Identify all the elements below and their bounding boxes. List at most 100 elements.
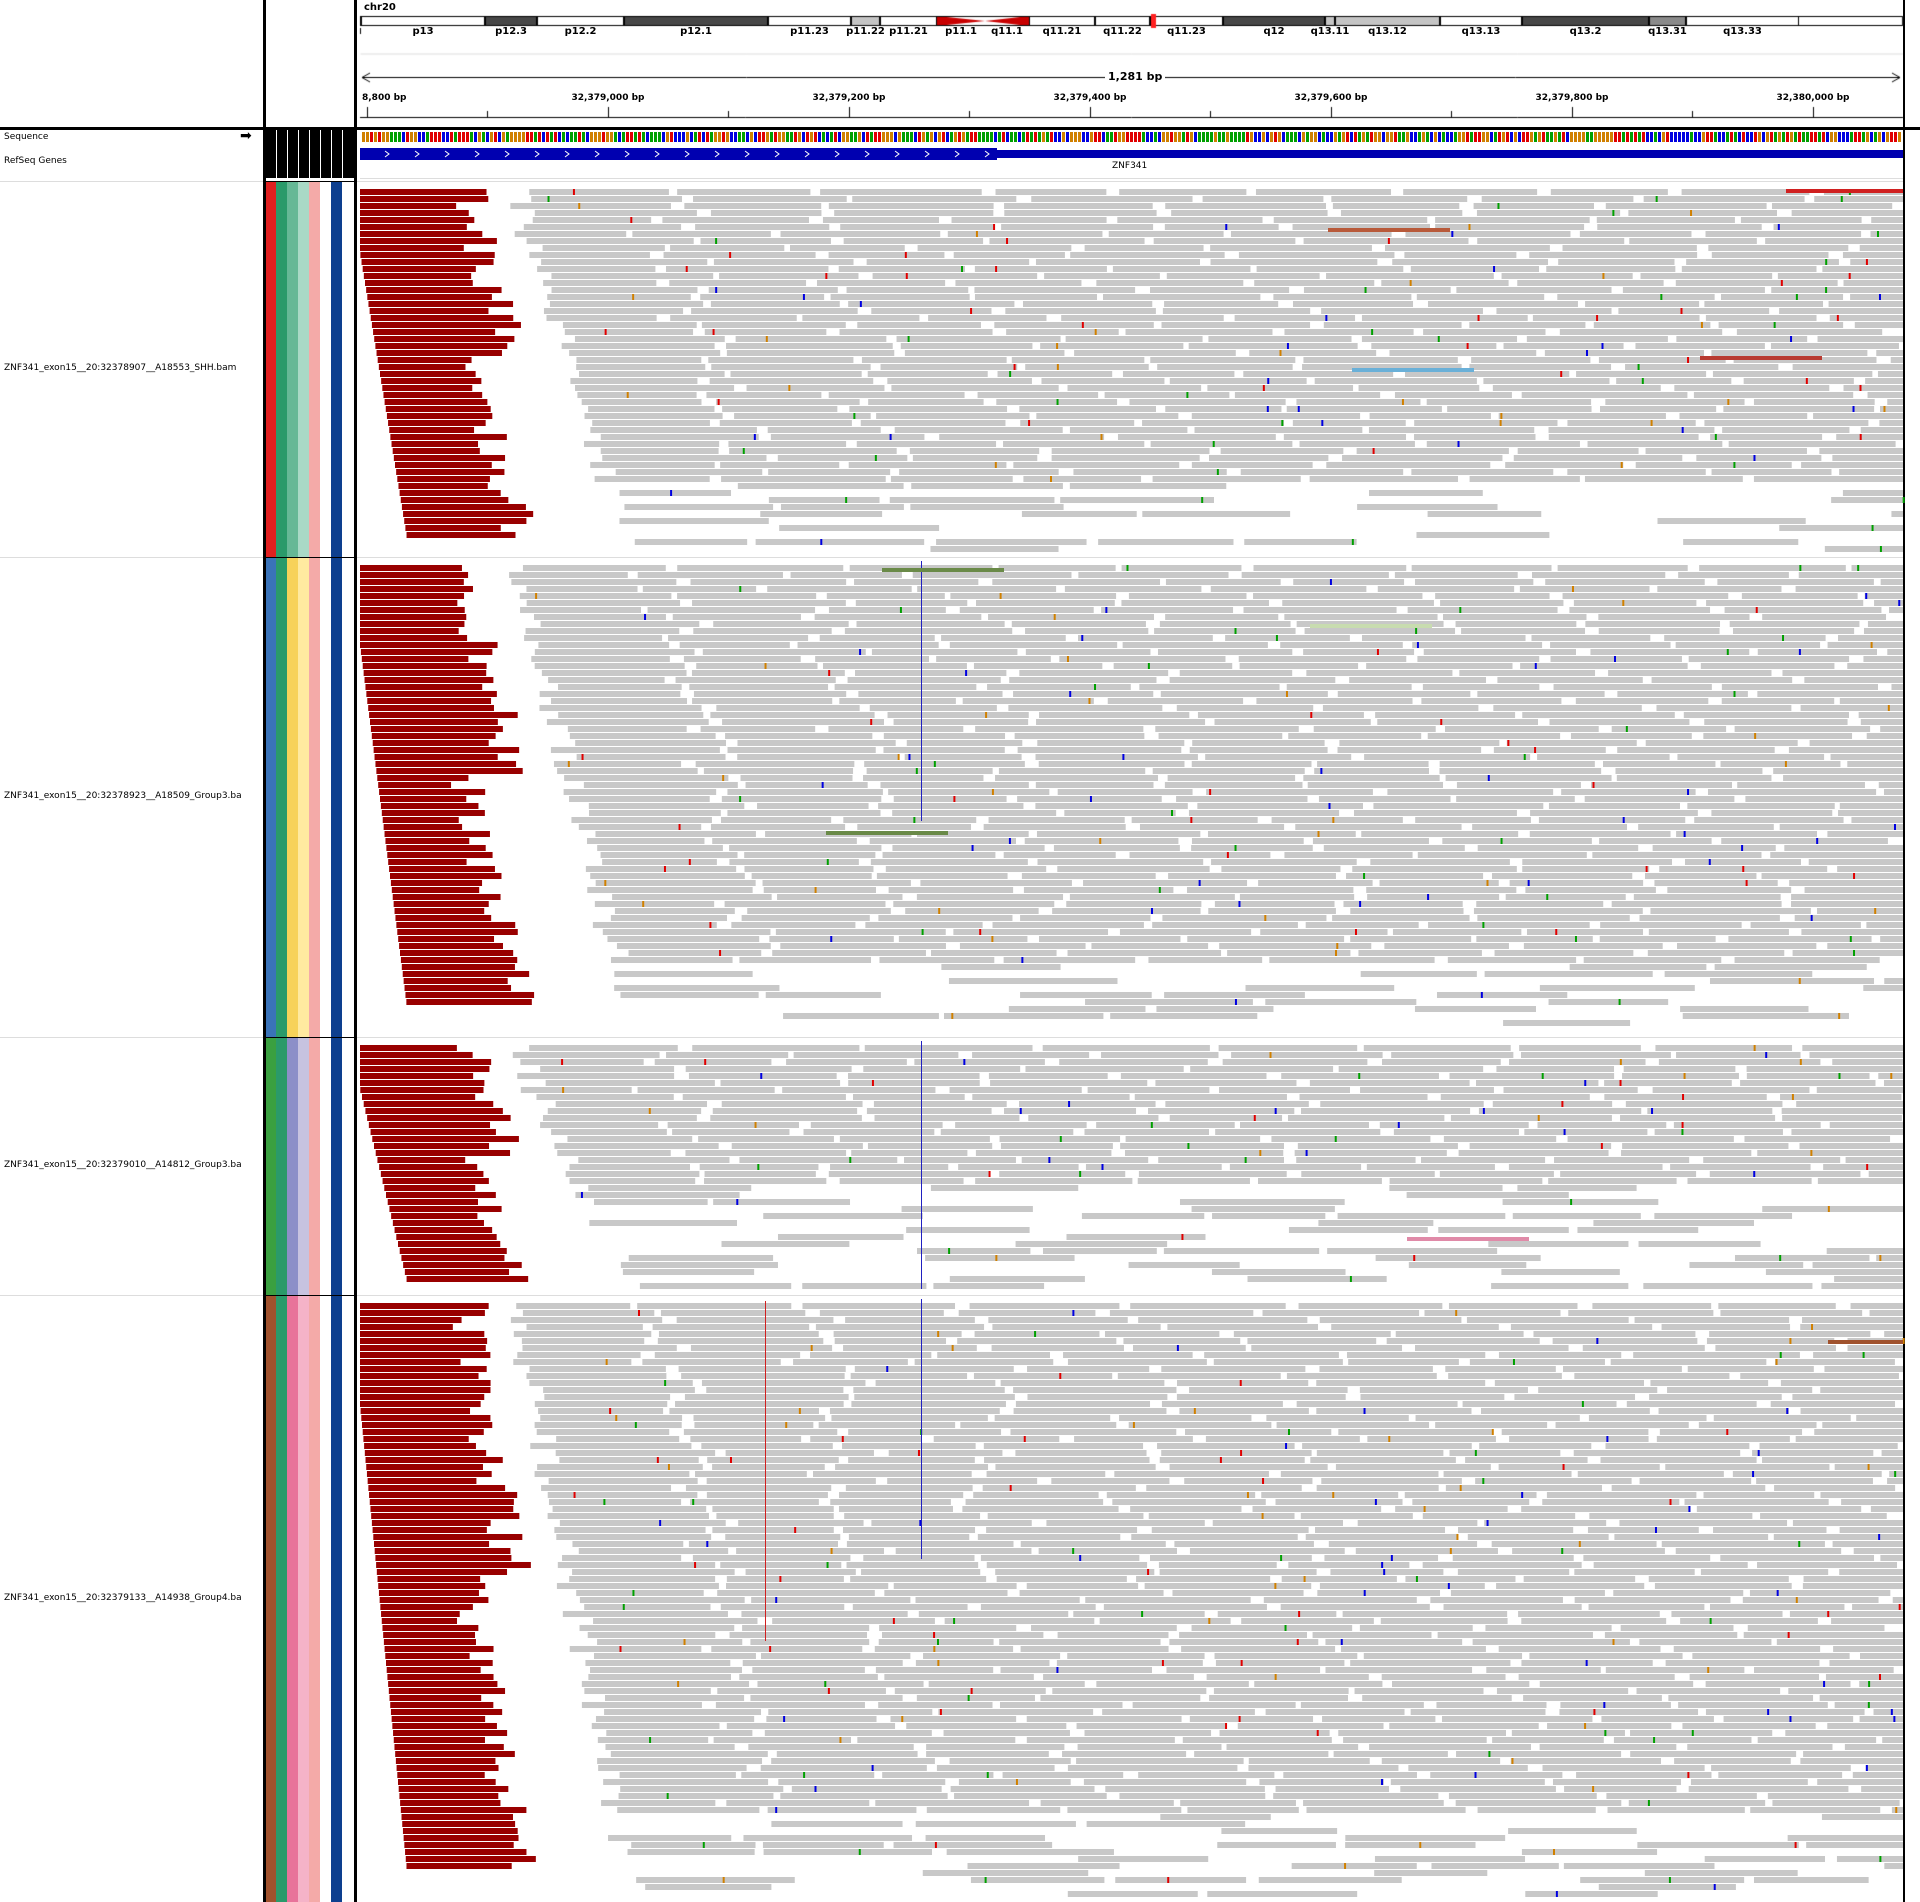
read-alignment[interactable] <box>1521 1506 1691 1512</box>
read-alignment[interactable] <box>863 1555 975 1561</box>
read-alignment[interactable] <box>735 336 887 342</box>
read-alignment[interactable] <box>1338 1429 1492 1435</box>
read-alignment[interactable] <box>711 1646 863 1652</box>
read-alignment[interactable] <box>1296 1401 1458 1407</box>
read-alignment[interactable] <box>1510 1758 1661 1764</box>
read-alignment[interactable] <box>1674 385 1830 391</box>
read-alignment[interactable] <box>741 915 870 921</box>
read-alignment[interactable] <box>1762 614 1887 620</box>
read-alignment[interactable] <box>559 1520 726 1526</box>
read-alignment[interactable] <box>1337 747 1482 753</box>
read-alignment[interactable] <box>1639 1478 1752 1484</box>
read-alignment[interactable] <box>1309 476 1459 482</box>
read-alignment[interactable] <box>1523 943 1663 949</box>
read-alignment[interactable] <box>561 343 715 349</box>
read-alignment[interactable] <box>834 210 994 216</box>
read-alignment[interactable] <box>1664 971 1813 977</box>
read-alignment[interactable] <box>1774 1359 1895 1365</box>
read-alignment[interactable] <box>1172 1590 1304 1596</box>
read-alignment[interactable] <box>955 280 1082 286</box>
read-alignment[interactable] <box>737 754 898 760</box>
read-alignment[interactable] <box>1634 1317 1790 1323</box>
read-alignment[interactable] <box>1119 189 1247 195</box>
read-alignment[interactable] <box>1362 1695 1512 1701</box>
read-alignment[interactable] <box>1138 1772 1275 1778</box>
read-alignment[interactable] <box>1717 579 1874 585</box>
read-alignment[interactable] <box>1598 614 1750 620</box>
read-alignment[interactable] <box>1355 1548 1498 1554</box>
read-alignment[interactable] <box>543 308 684 314</box>
read-alignment[interactable] <box>1737 782 1865 788</box>
read-alignment[interactable] <box>1600 406 1717 412</box>
read-alignment[interactable] <box>1484 971 1653 977</box>
read-alignment[interactable] <box>1345 1835 1506 1841</box>
read-alignment[interactable] <box>976 600 1115 606</box>
read-alignment[interactable] <box>511 579 677 585</box>
read-alignment[interactable] <box>851 1401 1006 1407</box>
read-outlier[interactable] <box>1352 368 1474 372</box>
read-alignment[interactable] <box>1639 1639 1772 1645</box>
read-alignment[interactable] <box>1423 649 1577 655</box>
read-alignment[interactable] <box>1208 908 1336 914</box>
read-alignment[interactable] <box>1837 866 1903 872</box>
read-alignment[interactable] <box>1234 315 1356 321</box>
read-alignment[interactable] <box>683 656 801 662</box>
read-alignment[interactable] <box>1179 1632 1308 1638</box>
read-alignment[interactable] <box>1131 1534 1298 1540</box>
read-alignment[interactable] <box>594 476 710 482</box>
read-alignment[interactable] <box>991 1345 1124 1351</box>
read-alignment[interactable] <box>1606 1793 1757 1799</box>
read-alignment[interactable] <box>1713 1527 1827 1533</box>
read-alignment[interactable] <box>1503 343 1624 349</box>
read-alignment[interactable] <box>1457 1569 1570 1575</box>
read-alignment[interactable] <box>551 1129 667 1135</box>
read-alignment[interactable] <box>579 1597 745 1603</box>
read-alignment[interactable] <box>1501 1429 1649 1435</box>
read-alignment[interactable] <box>987 1513 1144 1519</box>
read-alignment[interactable] <box>695 1471 807 1477</box>
read-alignment[interactable] <box>1192 740 1325 746</box>
read-alignment[interactable] <box>1645 740 1798 746</box>
read-alignment[interactable] <box>1481 196 1634 202</box>
read-alignment[interactable] <box>1008 1006 1146 1012</box>
read-alignment[interactable] <box>1319 1366 1433 1372</box>
read-alignment[interactable] <box>1367 894 1500 900</box>
read-alignment[interactable] <box>828 1171 990 1177</box>
read-alignment[interactable] <box>540 621 700 627</box>
read-alignment[interactable] <box>1306 1807 1466 1813</box>
read-alignment[interactable] <box>1345 1842 1476 1848</box>
read-alignment[interactable] <box>683 1429 838 1435</box>
read-alignment[interactable] <box>1510 1324 1653 1330</box>
read-alignment[interactable] <box>1771 287 1903 293</box>
read-alignment[interactable] <box>1122 642 1268 648</box>
read-alignment[interactable] <box>1132 1345 1246 1351</box>
read-alignment[interactable] <box>1592 852 1762 858</box>
read-alignment[interactable] <box>1377 719 1539 725</box>
read-alignment[interactable] <box>864 761 1025 767</box>
read-alignment[interactable] <box>1617 691 1748 697</box>
read-alignment[interactable] <box>1101 1052 1219 1058</box>
read-alignment[interactable] <box>1159 621 1291 627</box>
read-alignment[interactable] <box>1575 698 1709 704</box>
read-alignment[interactable] <box>1128 1262 1240 1268</box>
read-alignment[interactable] <box>750 1695 903 1701</box>
read-alignment[interactable] <box>522 1345 677 1351</box>
read-alignment[interactable] <box>1714 964 1867 970</box>
read-alignment[interactable] <box>690 1345 833 1351</box>
read-alignment[interactable] <box>617 1807 760 1813</box>
read-alignment[interactable] <box>1780 1380 1903 1386</box>
read-alignment[interactable] <box>1152 476 1301 482</box>
read-alignment[interactable] <box>1302 1443 1472 1449</box>
read-alignment[interactable] <box>1604 1632 1738 1638</box>
read-alignment[interactable] <box>1638 824 1774 830</box>
read-alignment[interactable] <box>1181 1646 1336 1652</box>
read-alignment[interactable] <box>1639 915 1780 921</box>
read-alignment[interactable] <box>1312 838 1429 844</box>
read-alignment[interactable] <box>1247 1338 1377 1344</box>
read-alignment[interactable] <box>1161 322 1311 328</box>
read-alignment[interactable] <box>1369 1744 1531 1750</box>
read-alignment[interactable] <box>1526 336 1668 342</box>
read-alignment[interactable] <box>1747 1625 1885 1631</box>
read-alignment[interactable] <box>1096 1122 1235 1128</box>
read-alignment[interactable] <box>1638 1241 1761 1247</box>
